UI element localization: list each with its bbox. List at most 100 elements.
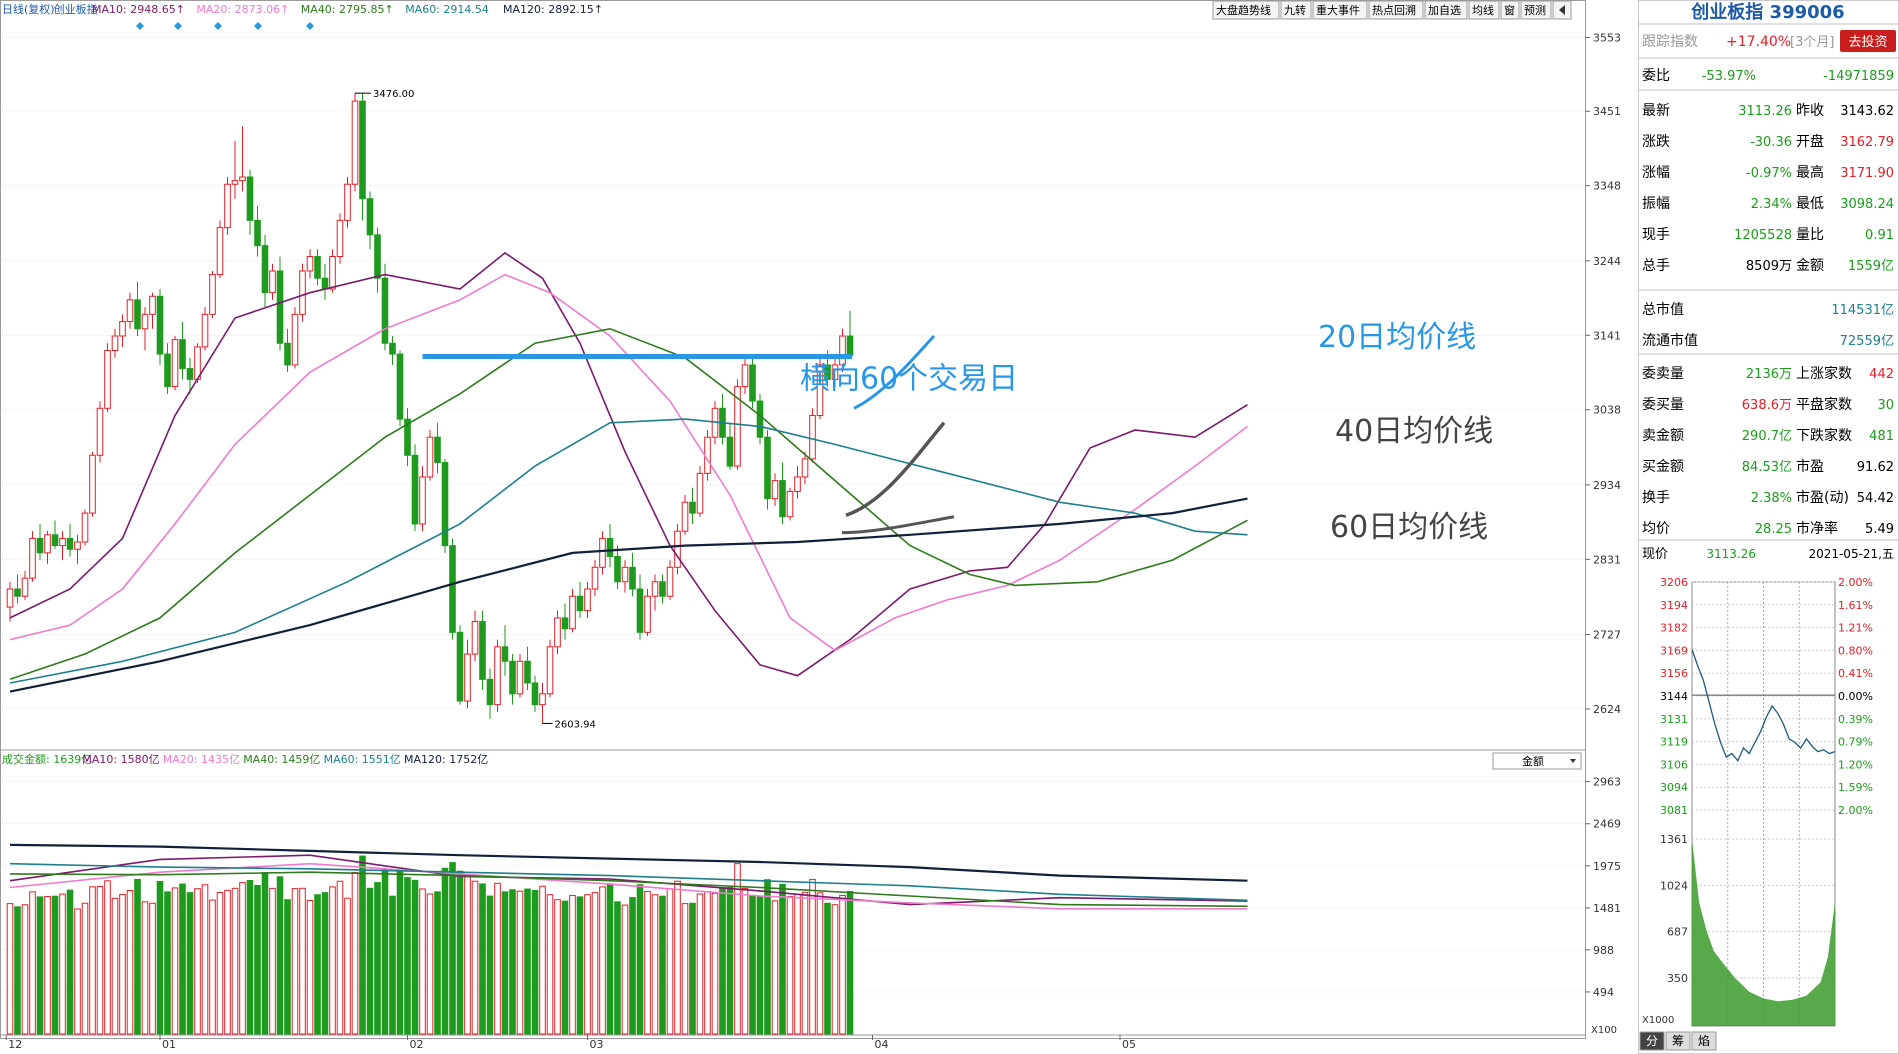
candle[interactable] xyxy=(66,523,74,557)
candle-body[interactable] xyxy=(516,660,524,695)
candle-body[interactable] xyxy=(824,364,831,380)
candle[interactable] xyxy=(779,462,786,524)
candle[interactable] xyxy=(96,401,104,463)
volume-bar[interactable] xyxy=(786,896,794,1035)
volume-bar[interactable] xyxy=(681,903,689,1035)
candle[interactable] xyxy=(149,292,156,329)
candle[interactable] xyxy=(809,408,816,463)
candle[interactable] xyxy=(441,458,449,553)
volume-bar[interactable] xyxy=(441,867,449,1035)
volume-bar[interactable] xyxy=(299,887,306,1035)
toolbar-button-7[interactable]: 窗 xyxy=(1500,0,1520,20)
candle-body[interactable] xyxy=(366,198,374,236)
candle[interactable] xyxy=(374,227,381,293)
candle[interactable] xyxy=(381,263,389,351)
volume-bar[interactable] xyxy=(479,883,486,1035)
candle[interactable] xyxy=(599,531,606,575)
candle-body[interactable] xyxy=(66,537,74,550)
candle-body[interactable] xyxy=(359,100,366,200)
candle-body[interactable] xyxy=(6,588,14,608)
candle[interactable] xyxy=(179,321,186,380)
volume-bar[interactable] xyxy=(239,882,246,1035)
candle[interactable] xyxy=(111,328,119,358)
volume-bar[interactable] xyxy=(126,890,134,1035)
candle[interactable] xyxy=(366,191,374,250)
toolbar-button-label[interactable]: 窗 xyxy=(1504,3,1515,17)
volume-bar[interactable] xyxy=(351,872,359,1035)
candle-body[interactable] xyxy=(734,386,741,467)
candle-body[interactable] xyxy=(599,537,606,568)
candle[interactable] xyxy=(344,177,351,228)
volume-bar[interactable] xyxy=(164,891,171,1035)
candle[interactable] xyxy=(51,520,59,550)
candle-body[interactable] xyxy=(374,234,381,279)
candle[interactable] xyxy=(449,538,456,640)
candle[interactable] xyxy=(651,574,659,611)
volume-bar[interactable] xyxy=(846,891,854,1035)
volume-bar[interactable] xyxy=(779,883,786,1035)
toolbar-button-label[interactable]: 九转 xyxy=(1284,3,1306,17)
toolbar-button-bg[interactable] xyxy=(1368,0,1424,20)
candle-body[interactable] xyxy=(284,342,291,366)
candle-body[interactable] xyxy=(239,176,246,182)
volume-bar[interactable] xyxy=(749,895,756,1035)
candle[interactable] xyxy=(584,581,591,618)
candle[interactable] xyxy=(396,350,404,427)
candle-body[interactable] xyxy=(299,270,306,315)
candle[interactable] xyxy=(501,625,509,676)
volume-bar[interactable] xyxy=(389,895,396,1035)
candle-body[interactable] xyxy=(756,400,764,438)
toolbar-button-bg[interactable] xyxy=(1212,0,1280,20)
candle-body[interactable] xyxy=(569,595,576,630)
candle-body[interactable] xyxy=(396,353,404,420)
metric-dropdown-box[interactable] xyxy=(1492,752,1582,770)
volume-bar[interactable] xyxy=(824,902,831,1035)
candle-body[interactable] xyxy=(36,537,44,554)
candle[interactable] xyxy=(434,422,441,474)
volume-bar[interactable] xyxy=(284,899,291,1035)
volume-bar[interactable] xyxy=(434,891,441,1035)
candle-body[interactable] xyxy=(96,407,104,456)
candle-body[interactable] xyxy=(486,678,494,706)
candle[interactable] xyxy=(141,307,149,351)
candle-body[interactable] xyxy=(51,534,59,547)
candle[interactable] xyxy=(336,213,344,264)
candle[interactable] xyxy=(486,668,494,720)
volume-bar[interactable] xyxy=(209,899,216,1035)
candle[interactable] xyxy=(21,570,29,600)
candle[interactable] xyxy=(426,429,434,481)
candle-body[interactable] xyxy=(291,313,299,366)
candle-body[interactable] xyxy=(254,219,261,247)
volume-bar[interactable] xyxy=(314,894,321,1035)
toolbar-button-3[interactable]: 重大事件 xyxy=(1312,0,1368,20)
candle[interactable] xyxy=(119,314,126,347)
candle-body[interactable] xyxy=(801,458,809,478)
main-chart-area[interactable]: 3553 3451 3348 3244 3141 3038 2934 2831 2727 2624… xyxy=(0,0,1638,1054)
toolbar-button-label[interactable]: 热点回溯 xyxy=(1372,4,1416,17)
volume-bar[interactable] xyxy=(111,897,119,1035)
candle[interactable] xyxy=(44,531,51,564)
candle-body[interactable] xyxy=(681,501,689,532)
candle[interactable] xyxy=(254,205,261,257)
volume-bar[interactable] xyxy=(81,902,89,1035)
candle-body[interactable] xyxy=(666,566,674,597)
volume-bar[interactable] xyxy=(666,888,674,1035)
toolbar-button-bg[interactable] xyxy=(1520,0,1552,20)
candle-body[interactable] xyxy=(209,274,216,315)
volume-bar[interactable] xyxy=(614,901,621,1035)
toolbar-button-1[interactable]: 大盘趋势线 xyxy=(1212,0,1280,20)
volume-bar[interactable] xyxy=(344,897,351,1035)
volume-bar[interactable] xyxy=(531,890,539,1035)
volume-bar[interactable] xyxy=(134,878,141,1035)
candle[interactable] xyxy=(351,93,359,192)
volume-bar[interactable] xyxy=(231,887,239,1035)
volume-bar[interactable] xyxy=(419,888,426,1035)
volume-bar[interactable] xyxy=(554,899,561,1035)
volume-bar[interactable] xyxy=(584,894,591,1035)
candle-body[interactable] xyxy=(81,512,89,543)
toolbar-button-label[interactable]: 加自选 xyxy=(1428,4,1461,17)
volume-bar[interactable] xyxy=(689,902,696,1035)
volume-bar[interactable] xyxy=(404,877,411,1035)
candle-body[interactable] xyxy=(216,227,224,276)
candle-body[interactable] xyxy=(269,270,276,294)
